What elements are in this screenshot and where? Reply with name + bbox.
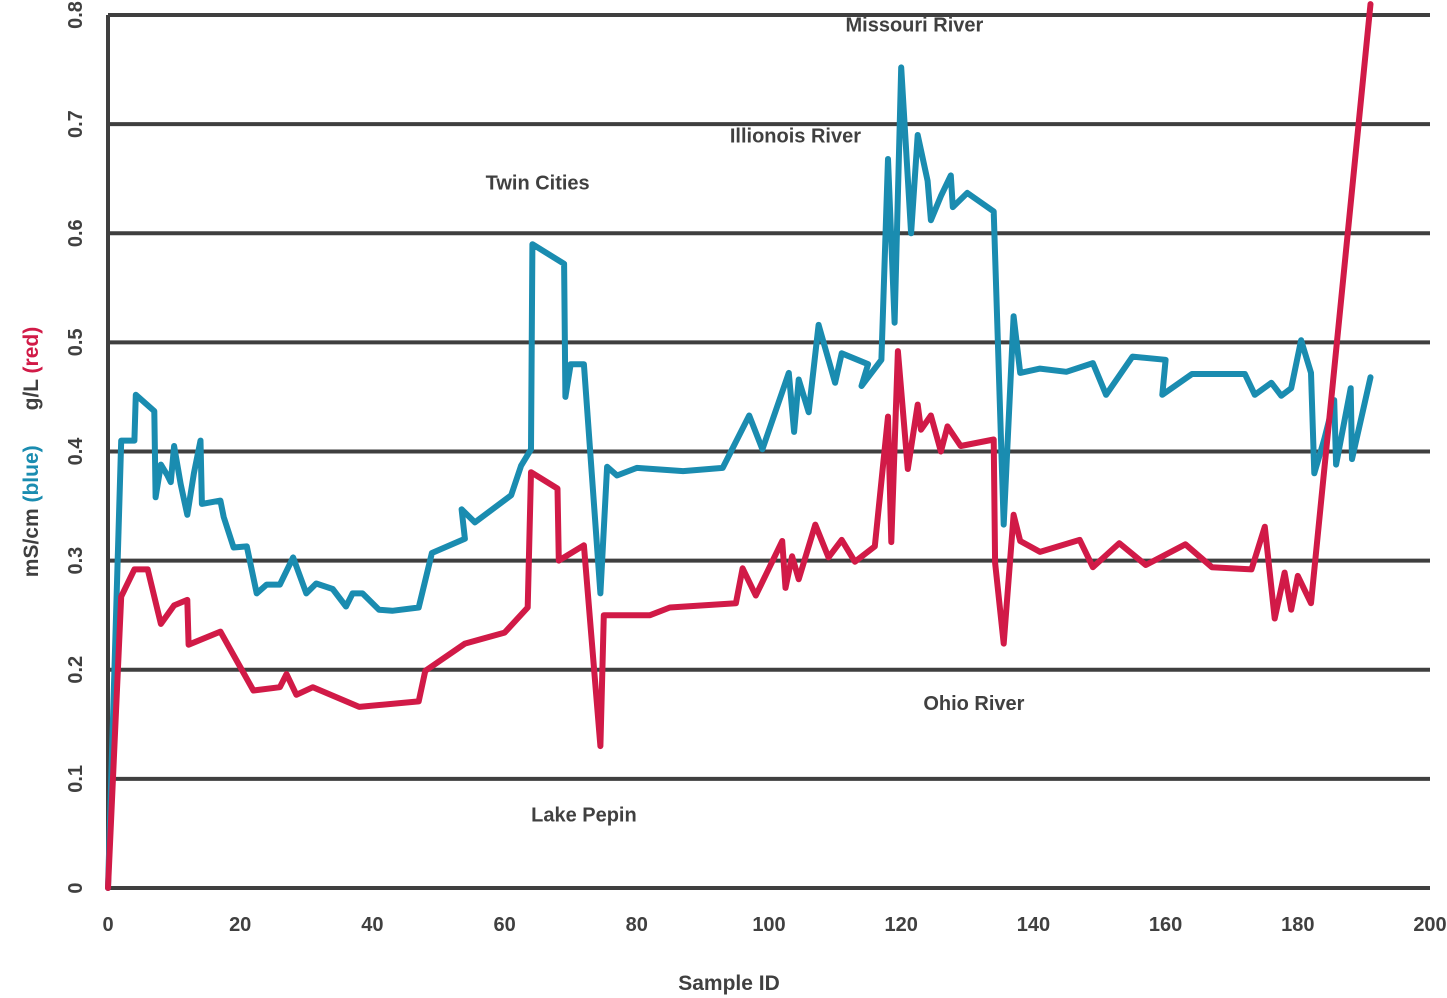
y-axis-title-part: (red) (20, 327, 43, 374)
y-axis-title-part: mS/cm (20, 503, 43, 578)
y-tick-label: 0.5 (65, 328, 87, 356)
annotation-label: Twin Cities (486, 173, 590, 195)
x-tick-label: 100 (752, 914, 785, 936)
x-tick-label: 20 (229, 914, 251, 936)
x-tick-label: 160 (1149, 914, 1182, 936)
y-axis-title-part: g/L (20, 373, 43, 445)
x-tick-label: 180 (1281, 914, 1314, 936)
x-axis-ticks: 0 20 40 60 80 100 120 140 160 180 200 (102, 914, 1446, 936)
y-axis-title: mS/cm (blue) g/L (red) (20, 327, 43, 577)
grid-lines (106, 13, 1430, 890)
x-tick-label: 60 (493, 914, 515, 936)
series-line-blue (105, 64, 1374, 891)
x-axis-title: Sample ID (678, 972, 780, 995)
annotations: Missouri River Illionois River Twin Cities… (486, 14, 1025, 826)
annotation-label: Ohio River (923, 693, 1024, 715)
y-axis-ticks: 0 0.1 0.2 0.3 0.4 0.5 0.6 0.7 0.8 (65, 1, 87, 893)
annotation-label: Missouri River (846, 14, 984, 36)
x-tick-label: 0 (102, 914, 113, 936)
annotation-label: Illionois River (730, 126, 861, 148)
y-tick-label: 0.1 (65, 765, 87, 793)
x-tick-label: 40 (361, 914, 383, 936)
x-tick-label: 140 (1017, 914, 1050, 936)
y-tick-label: 0.6 (65, 219, 87, 247)
y-tick-label: 0.7 (65, 110, 87, 138)
y-axis-title-part: (blue) (20, 445, 43, 502)
x-tick-label: 200 (1413, 914, 1446, 936)
x-tick-label: 120 (885, 914, 918, 936)
y-tick-label: 0.8 (65, 1, 87, 29)
y-tick-label: 0.4 (65, 437, 87, 466)
y-tick-label: 0.2 (65, 656, 87, 684)
y-tick-label: 0 (65, 882, 87, 893)
x-tick-label: 80 (626, 914, 648, 936)
series-lines (105, 1, 1374, 891)
annotation-label: Lake Pepin (531, 804, 637, 826)
y-tick-label: 0.3 (65, 547, 87, 575)
series-line-red (105, 1, 1374, 891)
